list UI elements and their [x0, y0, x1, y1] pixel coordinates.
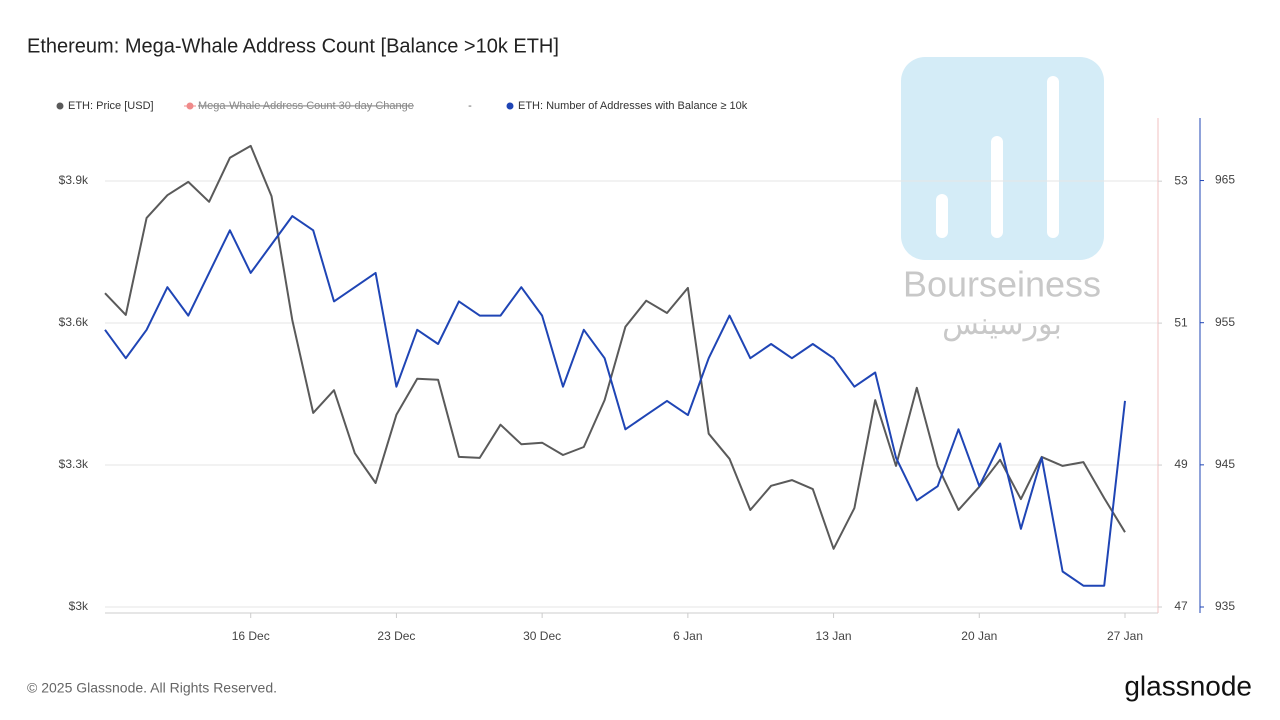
legend-swatch: [506, 102, 514, 110]
watermark-logo: Bourseiness بورسینس: [901, 57, 1104, 342]
legend-label: Mega-Whale Address Count 30-day Change: [198, 100, 414, 112]
y3-tick-label: 945: [1215, 457, 1235, 471]
series-line: [104, 144, 1126, 550]
watermark-bar: [1047, 76, 1059, 238]
y2-tick-label: 51: [1174, 315, 1188, 329]
watermark-subtext: بورسینس: [942, 308, 1062, 342]
y-tick-label: $3k: [69, 599, 89, 613]
x-tick-label: 6 Jan: [673, 629, 702, 643]
x-tick-label: 13 Jan: [816, 629, 852, 643]
legend-swatch: [56, 102, 64, 110]
brand: glassnode: [1124, 670, 1252, 701]
y3-tick-label: 965: [1215, 173, 1235, 187]
watermark-bar: [991, 136, 1003, 238]
y3-tick-label: 935: [1215, 599, 1235, 613]
y2-tick-label: 53: [1174, 173, 1188, 187]
footer: © 2025 Glassnode. All Rights Reserved.: [27, 680, 277, 696]
y3-tick-label: 955: [1215, 315, 1235, 329]
legend-value: -: [468, 100, 472, 112]
watermark-bar: [936, 194, 948, 238]
y2-tick-label: 49: [1174, 457, 1188, 471]
y-tick-label: $3.3k: [59, 457, 89, 471]
legend-label: ETH: Price [USD]: [68, 100, 154, 112]
series-line: [104, 215, 1126, 587]
x-tick-label: 20 Jan: [961, 629, 997, 643]
y-tick-label: $3.9k: [59, 173, 89, 187]
x-tick-label: 23 Dec: [377, 629, 415, 643]
chart-title: Ethereum: Mega-Whale Address Count [Bala…: [27, 35, 559, 57]
x-tick-label: 30 Dec: [523, 629, 561, 643]
y-tick-label: $3.6k: [59, 315, 89, 329]
legend-label: ETH: Number of Addresses with Balance ≥ …: [518, 100, 748, 112]
watermark-text: Bourseiness: [903, 264, 1101, 305]
y2-tick-label: 47: [1174, 599, 1188, 613]
x-tick-label: 27 Jan: [1107, 629, 1143, 643]
x-tick-label: 16 Dec: [232, 629, 270, 643]
